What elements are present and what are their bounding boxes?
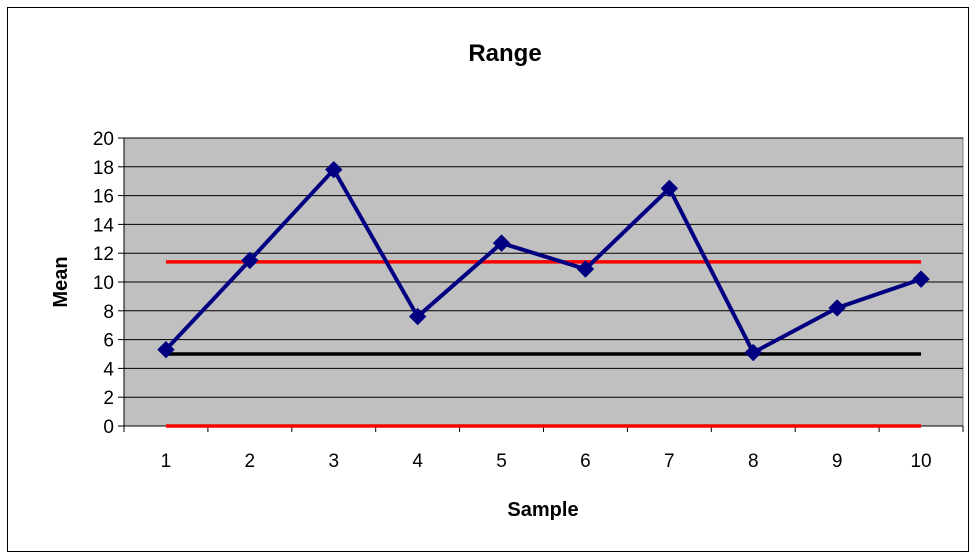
data-point-8: [744, 343, 762, 362]
x-tick-labels: 1 2 3 4 5 6 7 8 9 10: [161, 451, 932, 472]
x-tick-label-1: 1: [161, 451, 172, 472]
data-point-10: [912, 270, 930, 288]
reference-lines: [165, 260, 922, 428]
data-point-7: [660, 179, 679, 198]
data-point-2: [241, 251, 259, 270]
x-tick-label-8: 8: [748, 451, 759, 472]
data-point-5: [492, 234, 511, 252]
chart-title: Range: [468, 40, 541, 67]
y-tick-label-2: 2: [103, 388, 114, 409]
data-point-1: [157, 340, 175, 359]
y-tick-label-18: 18: [93, 158, 114, 179]
x-tick-label-4: 4: [412, 451, 423, 472]
x-tick-label-6: 6: [580, 451, 591, 472]
x-axis-label: Sample: [507, 499, 578, 521]
x-tick-label-7: 7: [664, 451, 675, 472]
data-point-4: [408, 307, 427, 326]
y-tick-label-6: 6: [103, 331, 114, 352]
y-axis-label: Mean: [50, 256, 72, 307]
x-tick-label-2: 2: [245, 451, 256, 472]
data-point-3: [325, 160, 343, 179]
series-lines: [164, 167, 922, 355]
data-point-6: [576, 260, 595, 278]
y-tick-label-16: 16: [93, 187, 114, 208]
data-point-9: [828, 299, 846, 317]
x-tick-label-9: 9: [832, 451, 843, 472]
data-markers: [157, 160, 930, 362]
y-tick-label-12: 12: [93, 244, 114, 265]
y-tick-label-20: 20: [93, 129, 114, 150]
y-tick-label-8: 8: [103, 302, 114, 323]
x-tick-label-3: 3: [328, 451, 339, 472]
y-tick-label-0: 0: [103, 417, 114, 438]
x-tick-label-10: 10: [910, 451, 931, 472]
y-tick-label-14: 14: [93, 215, 115, 236]
y-tick-label-4: 4: [103, 359, 114, 380]
y-tick-labels: 0 2 4 6 8 10 12 14 16 18 20: [93, 129, 115, 438]
gridlines: [124, 137, 963, 398]
series-line-0: [164, 167, 922, 355]
x-tick-label-5: 5: [496, 451, 507, 472]
y-tick-label-10: 10: [93, 273, 114, 294]
